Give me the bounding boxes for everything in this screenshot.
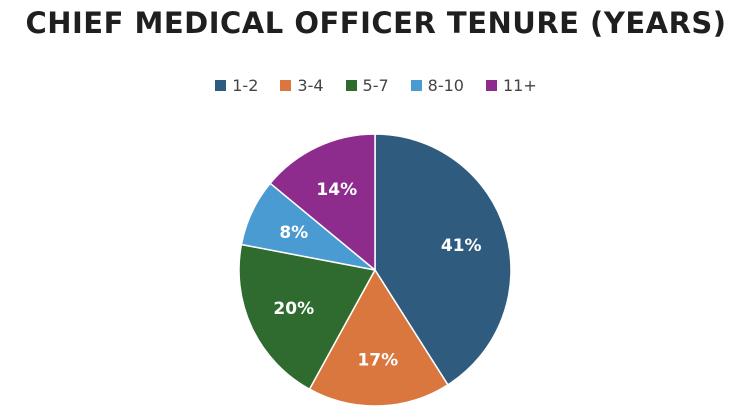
legend-label: 11+ [502,76,537,95]
legend-swatch [345,80,357,91]
legend-swatch [215,80,227,91]
slice-label-1-2: 41% [441,236,482,256]
legend-item-1-2: 1-2 [215,76,258,95]
slice-label-5-7: 20% [273,299,314,319]
legend-item-5-7: 5-7 [345,76,389,95]
slice-label-3-4: 17% [357,351,398,371]
pie-slice-1-2 [374,133,512,386]
pie-slice-3-4 [308,268,449,407]
chart-title: CHIEF MEDICAL OFFICER TENURE (YEARS) [25,6,727,40]
legend-label: 1-2 [232,76,259,95]
legend-swatch [485,80,497,91]
legend-label: 3-4 [297,76,324,95]
slice-label-8-10: 8% [279,223,308,243]
legend-label: 8-10 [427,76,464,95]
legend-item-11+: 11+ [485,76,537,95]
pie-slice-5-7 [238,243,377,391]
legend: 1-2 3-4 5-7 8-10 11+ [0,76,752,95]
legend-item-8-10: 8-10 [410,76,464,95]
legend-swatch [410,80,422,91]
legend-swatch [280,80,292,91]
legend-item-3-4: 3-4 [280,76,324,95]
legend-label: 5-7 [362,76,389,95]
slice-label-11+: 14% [316,180,357,200]
pie-slice-11+ [269,133,376,272]
